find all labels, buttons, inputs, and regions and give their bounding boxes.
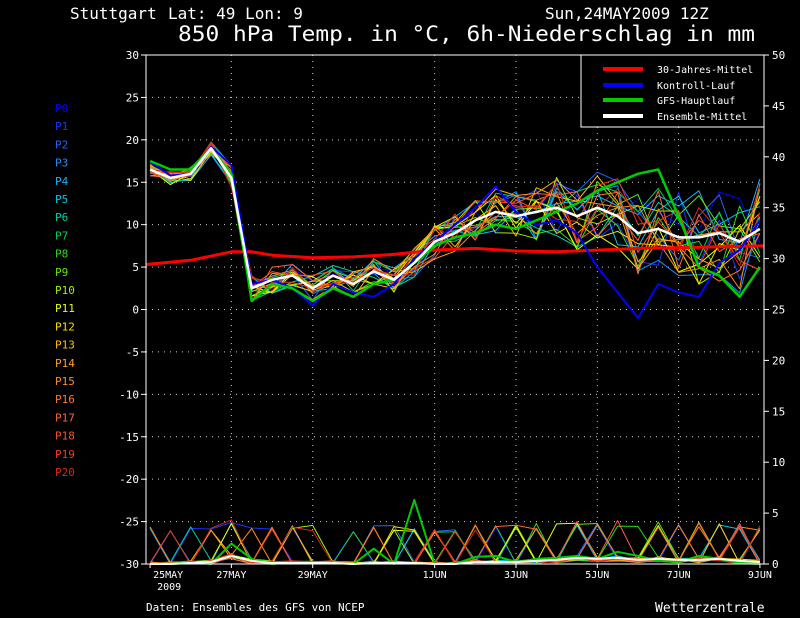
ensemble-mean-line [149, 147, 761, 290]
member-label: P19 [55, 448, 75, 461]
x-tick-label: 3JUN [504, 570, 528, 581]
left-tick-label: 15 [126, 176, 139, 189]
member-label: P14 [55, 357, 75, 370]
member-label: P16 [55, 393, 75, 406]
left-tick-label: -30 [119, 558, 139, 571]
header-run-time: Sun,24MAY2009 12Z [545, 4, 709, 23]
left-tick-label: -20 [119, 473, 139, 486]
member-label: P18 [55, 430, 75, 443]
x-tick-label: 5JUN [585, 570, 609, 581]
right-tick-label: 40 [772, 151, 785, 164]
legend-label-climatology: 30-Jahres-Mittel [657, 65, 753, 76]
member-label: P11 [55, 302, 75, 315]
member-label: P20 [55, 466, 75, 479]
right-tick-label: 30 [772, 253, 785, 266]
member-label: P3 [55, 157, 68, 170]
left-tick-label: 10 [126, 219, 139, 232]
header-location: Stuttgart [70, 4, 157, 23]
left-tick-label: 30 [126, 49, 139, 62]
member-list: P0 P1 P2 P3 P4 P5 P6 P7 P8 P9 P10 P11 P12 P13 P14 P15 P1… [55, 102, 75, 479]
right-tick-label: 20 [772, 354, 785, 367]
member-label: P17 [55, 411, 75, 424]
chart-title: 850 hPa Temp. in °C, 6h-Niederschlag in … [178, 22, 755, 46]
member-label: P2 [55, 138, 68, 151]
legend-label-main-run: GFS-Hauptlauf [657, 96, 735, 107]
member-label: P8 [55, 248, 68, 261]
right-tick-label: 0 [772, 558, 779, 571]
member-label: P13 [55, 339, 75, 352]
x-tick-label: 1JUN [423, 570, 447, 581]
member-label: P1 [55, 120, 68, 133]
temperature-layer [145, 141, 765, 319]
left-tick-label: 20 [126, 134, 139, 147]
footer-brand: Wetterzentrale [655, 601, 765, 616]
member-label: P15 [55, 375, 75, 388]
right-tick-label: 10 [772, 456, 785, 469]
legend-label-control: Kontroll-Lauf [657, 81, 735, 92]
member-label: P10 [55, 284, 75, 297]
member-label: P12 [55, 320, 75, 333]
left-tick-label: 25 [126, 91, 139, 104]
legend-label-ensemble-mean: Ensemble-Mittel [657, 112, 747, 123]
main-run-line [149, 147, 761, 303]
right-tick-label: 35 [772, 202, 785, 215]
x-tick-label: 25MAY [153, 570, 183, 581]
footer-source: Daten: Ensembles des GFS von NCEP [146, 601, 365, 614]
right-tick-label: 25 [772, 304, 785, 317]
left-tick-label: -5 [126, 346, 139, 359]
member-label: P0 [55, 102, 68, 115]
member-label: P7 [55, 229, 68, 242]
member-label: P5 [55, 193, 68, 206]
right-tick-label: 50 [772, 49, 785, 62]
left-tick-label: -15 [119, 431, 139, 444]
x-tick-sublabel: 2009 [157, 582, 181, 593]
member-label: P4 [55, 175, 69, 188]
right-tick-label: 15 [772, 405, 785, 418]
x-tick-label: 7JUN [667, 570, 691, 581]
left-tick-label: -25 [119, 516, 139, 529]
x-tick-label: 27MAY [216, 570, 246, 581]
member-label: P9 [55, 266, 68, 279]
left-tick-label: 0 [132, 304, 139, 317]
member-label: P6 [55, 211, 68, 224]
left-axis: 30 25 20 15 10 5 0 -5 -10 -15 -20 -25 -30 [119, 49, 146, 571]
x-tick-label: 29MAY [298, 570, 328, 581]
left-tick-label: -10 [119, 388, 139, 401]
right-tick-label: 45 [772, 100, 785, 113]
left-tick-label: 5 [132, 261, 139, 274]
x-tick-label: 9JUN [748, 570, 772, 581]
member-temp-line [150, 141, 761, 289]
legend: 30-Jahres-Mittel Kontroll-Lauf GFS-Haupt… [580, 54, 765, 128]
header-coords: Lat: 49 Lon: 9 [168, 4, 303, 23]
right-tick-label: 5 [772, 507, 779, 520]
